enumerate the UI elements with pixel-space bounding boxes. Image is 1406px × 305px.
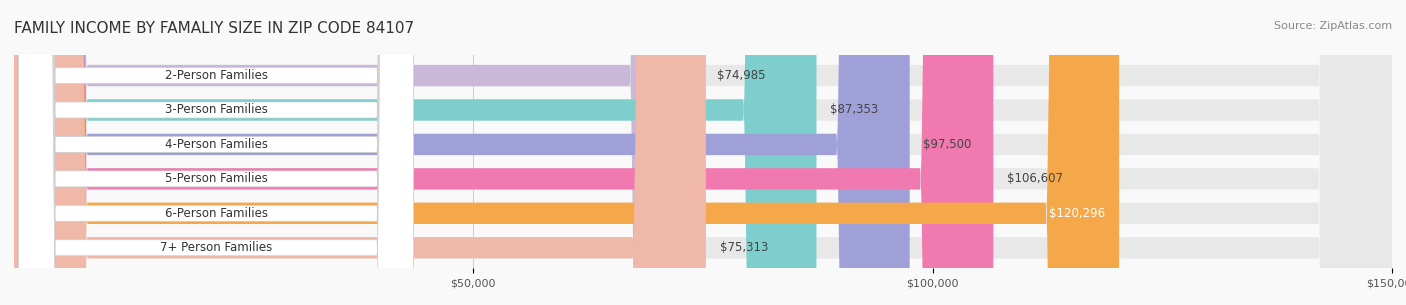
FancyBboxPatch shape: [14, 0, 706, 305]
FancyBboxPatch shape: [14, 0, 703, 305]
FancyBboxPatch shape: [14, 0, 1119, 305]
FancyBboxPatch shape: [14, 0, 1392, 305]
Text: $75,313: $75,313: [720, 241, 768, 254]
Text: 3-Person Families: 3-Person Families: [165, 103, 267, 117]
FancyBboxPatch shape: [18, 0, 413, 305]
FancyBboxPatch shape: [18, 0, 413, 305]
FancyBboxPatch shape: [18, 0, 413, 305]
FancyBboxPatch shape: [14, 0, 817, 305]
FancyBboxPatch shape: [14, 0, 1392, 305]
Text: 5-Person Families: 5-Person Families: [165, 172, 267, 185]
FancyBboxPatch shape: [14, 0, 1392, 305]
FancyBboxPatch shape: [14, 0, 910, 305]
Text: 7+ Person Families: 7+ Person Families: [160, 241, 273, 254]
Text: Source: ZipAtlas.com: Source: ZipAtlas.com: [1274, 21, 1392, 31]
Text: $87,353: $87,353: [831, 103, 879, 117]
Text: 6-Person Families: 6-Person Families: [165, 207, 267, 220]
Text: $74,985: $74,985: [717, 69, 765, 82]
FancyBboxPatch shape: [18, 0, 413, 305]
Text: $106,607: $106,607: [1007, 172, 1063, 185]
FancyBboxPatch shape: [14, 0, 1392, 305]
FancyBboxPatch shape: [18, 0, 413, 305]
FancyBboxPatch shape: [14, 0, 1392, 305]
FancyBboxPatch shape: [14, 0, 993, 305]
Text: 2-Person Families: 2-Person Families: [165, 69, 267, 82]
Text: FAMILY INCOME BY FAMALIY SIZE IN ZIP CODE 84107: FAMILY INCOME BY FAMALIY SIZE IN ZIP COD…: [14, 21, 415, 36]
Text: $97,500: $97,500: [924, 138, 972, 151]
FancyBboxPatch shape: [18, 0, 413, 305]
Text: $120,296: $120,296: [1049, 207, 1105, 220]
FancyBboxPatch shape: [14, 0, 1392, 305]
Text: 4-Person Families: 4-Person Families: [165, 138, 267, 151]
